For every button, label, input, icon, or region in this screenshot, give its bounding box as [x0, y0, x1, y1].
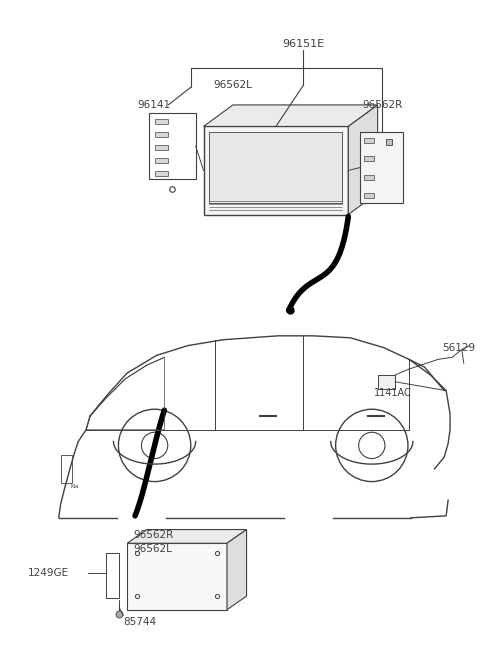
Bar — [204, 127, 348, 215]
Bar — [364, 174, 374, 180]
Polygon shape — [204, 105, 378, 127]
Polygon shape — [127, 529, 247, 543]
Bar — [364, 156, 374, 161]
Bar — [378, 375, 395, 388]
Bar — [209, 133, 342, 203]
Text: 96562L: 96562L — [133, 544, 172, 554]
Bar — [60, 455, 72, 483]
Bar — [106, 553, 120, 598]
Text: 96141: 96141 — [137, 100, 170, 110]
Bar — [155, 158, 168, 163]
Polygon shape — [348, 105, 378, 215]
Bar — [364, 138, 374, 143]
Text: 56129: 56129 — [442, 342, 475, 352]
Text: Kia: Kia — [70, 484, 79, 489]
Text: 1249GE: 1249GE — [27, 567, 69, 577]
Text: 1141AC: 1141AC — [374, 388, 411, 398]
Bar — [364, 193, 374, 198]
Text: 96151E: 96151E — [282, 39, 324, 49]
Text: 96562R: 96562R — [362, 100, 402, 110]
Text: 85744: 85744 — [123, 617, 156, 626]
Bar — [149, 113, 196, 179]
Bar — [155, 132, 168, 136]
Bar — [155, 145, 168, 150]
Text: 96562L: 96562L — [213, 80, 252, 91]
Bar — [360, 133, 403, 203]
Bar — [155, 119, 168, 123]
Bar — [155, 171, 168, 176]
Bar — [127, 543, 227, 610]
Polygon shape — [227, 529, 247, 610]
Text: 96562R: 96562R — [133, 531, 173, 541]
